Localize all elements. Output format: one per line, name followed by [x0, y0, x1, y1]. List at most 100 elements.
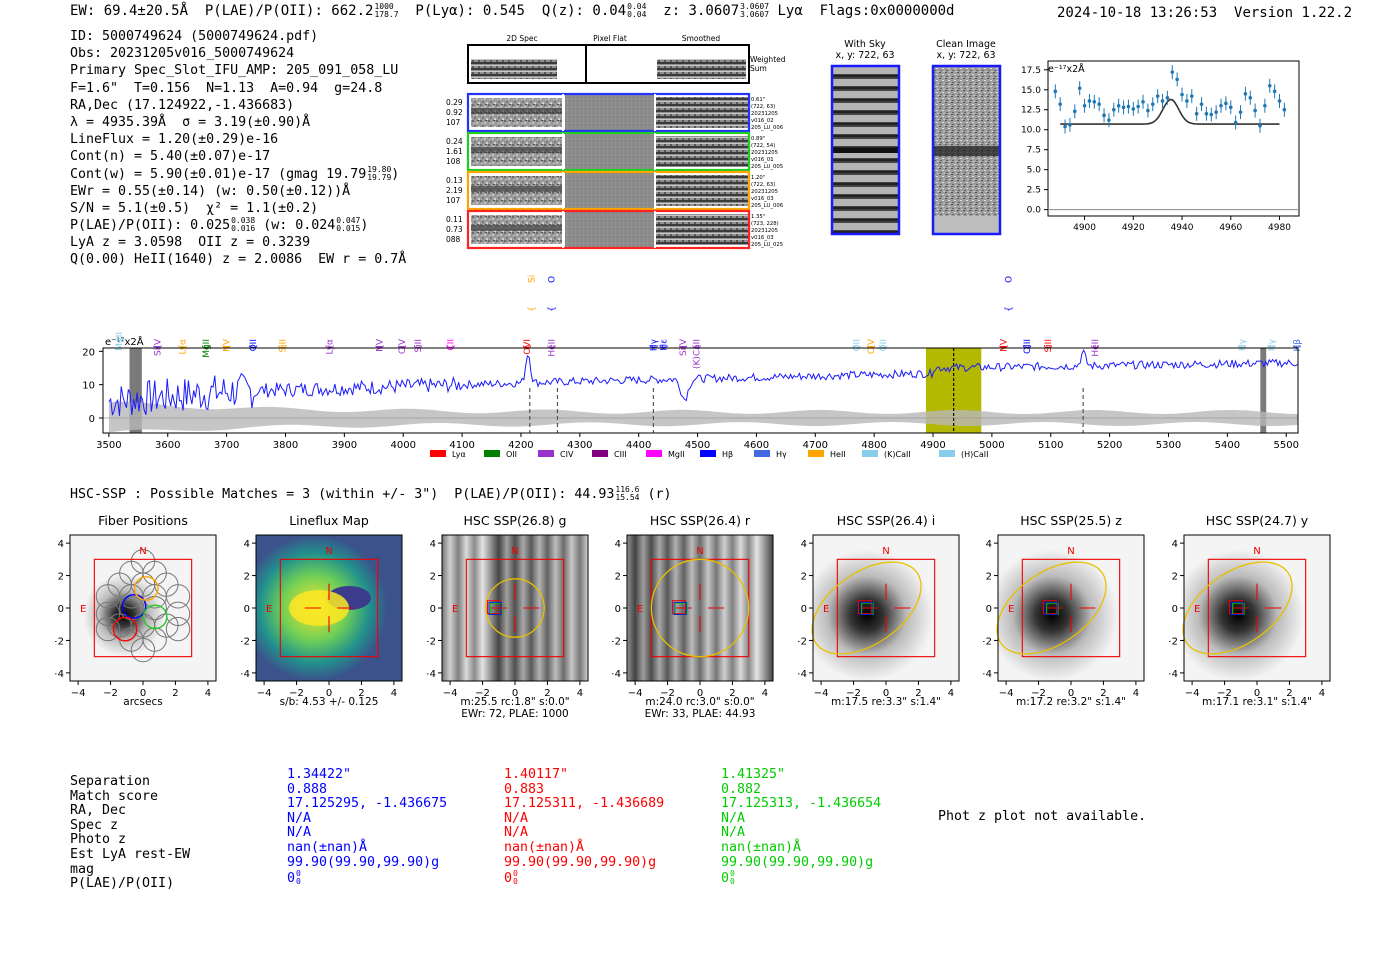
zoom-ytick: 0.0 [1027, 206, 1042, 216]
photz-note: Phot z plot not available. [938, 809, 1147, 824]
thumb-ytick: −4 [1169, 669, 1178, 680]
thumb-caption-1: m:17.2 re:3.2" s:1.4" [1016, 696, 1126, 708]
line-label: Lyα [178, 339, 188, 355]
legend-swatch [538, 450, 554, 457]
thumb-title: Fiber Positions [98, 513, 188, 528]
match-box-red [486, 600, 501, 615]
spectrum-xtick: 4700 [803, 440, 828, 451]
hsc-thumb: N E 4 2 0 −2 −4 −4 −2 0 2 4 [798, 534, 960, 699]
info-sn: S/N = 5.1(±0.5) χ² = 1.1(±0.2) [70, 200, 319, 216]
zoom-point [1189, 94, 1194, 98]
contw-hi: 19.80 [367, 164, 392, 174]
north-label: N [139, 546, 146, 557]
zoom-point [1116, 103, 1121, 108]
thumb-xtick: 2 [915, 688, 921, 699]
thumb-xtick: 0 [140, 688, 146, 699]
contw-lo: 19.79 [367, 172, 392, 182]
thumb-ytick: 4 [801, 539, 807, 550]
spectrum-ytick: 0 [89, 414, 95, 425]
sky-panels: With Sky x, y: 722, 63 Clean Image x, y:… [830, 39, 1002, 236]
line-label: SiIV [679, 338, 689, 356]
header-line: EW: 69.4±20.5Å P(LAE)/P(OII): 662.2 1000 1… [70, 3, 954, 20]
match-plae-lo: 0 [730, 877, 735, 887]
spectrum-xtick: 5500 [1274, 440, 1299, 451]
cutout-left-text: 107 [446, 196, 461, 205]
cutout-right-text: 0.89" [751, 136, 765, 142]
ew-value: EW: 69.4±20.5Å [70, 3, 189, 19]
thumb-caption-1: m:17.1 re:3.1" s:1.4" [1202, 696, 1312, 708]
match-value-text: 17.125313, -1.436654 [721, 796, 882, 812]
match-plae-hi: 0 [296, 869, 301, 879]
zoom-point [1233, 120, 1238, 125]
thumb-xtick: 4 [205, 688, 211, 699]
zoom-point [1107, 118, 1111, 122]
north-label: N [696, 546, 703, 557]
plae-range-info: 0.038 0.016 [231, 217, 255, 233]
legend-label: Lyα [452, 450, 466, 459]
zoom-point [1175, 77, 1179, 82]
line-label-brace: { [398, 344, 408, 350]
match-value: 1.40117" [504, 767, 664, 783]
thumb-ytick: 4 [986, 539, 992, 550]
aperture-circle [650, 558, 750, 658]
hsc-thumb: N E 4 2 0 −2 −4 −4 −2 0 2 4 [612, 534, 774, 699]
thumb-ytick: −4 [798, 669, 807, 680]
thumb-xtick: −4 [71, 688, 86, 699]
line-label: Hγ [1268, 338, 1278, 351]
spectrum-xtick: 5300 [1156, 440, 1181, 451]
thumb-ytick: −4 [427, 669, 436, 680]
match-value-text: nan(±nan)Å [287, 839, 368, 855]
plae-value: P(LAE)/P(OII): 662.2 [204, 3, 374, 19]
thumb-xtick: 2 [544, 688, 550, 699]
match-value: 0.882 [721, 782, 881, 798]
zoom-point [1165, 95, 1170, 100]
match-box-red [1042, 600, 1057, 615]
line-label: MgII [115, 332, 125, 351]
line-label-brace: { [376, 344, 386, 350]
east-label: E [1194, 604, 1200, 615]
zoom-point [1150, 102, 1155, 106]
line-label: NV [1000, 338, 1010, 352]
match-value-text: 0 [504, 871, 513, 887]
hsc-plae-lo: 15.54 [615, 493, 640, 502]
plae-lo-info: 0.016 [231, 224, 256, 234]
line-label: SiII [279, 339, 289, 353]
line-label: Hγ [1238, 338, 1248, 351]
cutout-right-text: 20231205 [751, 150, 778, 156]
flux-trace [108, 349, 1298, 416]
thumb-caption: m:17.5 re:3.3" s:1.4" [801, 696, 971, 708]
thumb-ytick: 0 [58, 604, 64, 615]
match-value: N/A [504, 810, 664, 827]
zoom-point [1126, 104, 1131, 109]
cutout-left-text: 107 [446, 118, 461, 127]
zoom-point [1053, 89, 1058, 94]
cutout-right-text: v016_03 [751, 196, 774, 202]
match-label: Est LyA rest-EW [70, 846, 191, 862]
fiber-circle [130, 637, 156, 663]
thumb-xtick: −2 [103, 688, 118, 699]
spectrum-xtick: 3700 [214, 440, 239, 451]
match-value-text: 0 [287, 871, 296, 887]
spectrum-xtick: 3600 [155, 440, 180, 451]
match-col-2: 1.40117" 0.883 17.125311, -1.436689 N/A N/A n… [504, 767, 664, 887]
cutout-left-text: 0.73 [446, 225, 463, 234]
legend-label: OII [506, 450, 517, 459]
line-label: OII [879, 339, 889, 351]
plae-lo: 178.7 [374, 10, 399, 19]
line-label-brace: { [115, 337, 125, 343]
thumb-caption-2: EWr: 33, PLAE: 44.93 [644, 708, 756, 720]
match-plae-lo: 0 [296, 877, 301, 887]
match-box-red [1228, 600, 1243, 615]
aperture-box [1021, 558, 1121, 658]
match-label: RA, Dec [70, 803, 127, 819]
legend-swatch [430, 450, 446, 457]
hsc-title-text: HSC-SSP : Possible Matches = 3 (within +… [70, 487, 615, 502]
match-value-text: N/A [504, 810, 529, 826]
match-plae-hi: 0 [730, 869, 735, 879]
match-value: 0.883 [504, 782, 664, 798]
thumb-xtick: 2 [172, 688, 178, 699]
line-label-brace: { [1023, 344, 1033, 350]
col-title-pixelflat: Pixel Flat [593, 34, 627, 43]
line-label-brace: { [202, 344, 212, 350]
legend-swatch [862, 450, 878, 457]
